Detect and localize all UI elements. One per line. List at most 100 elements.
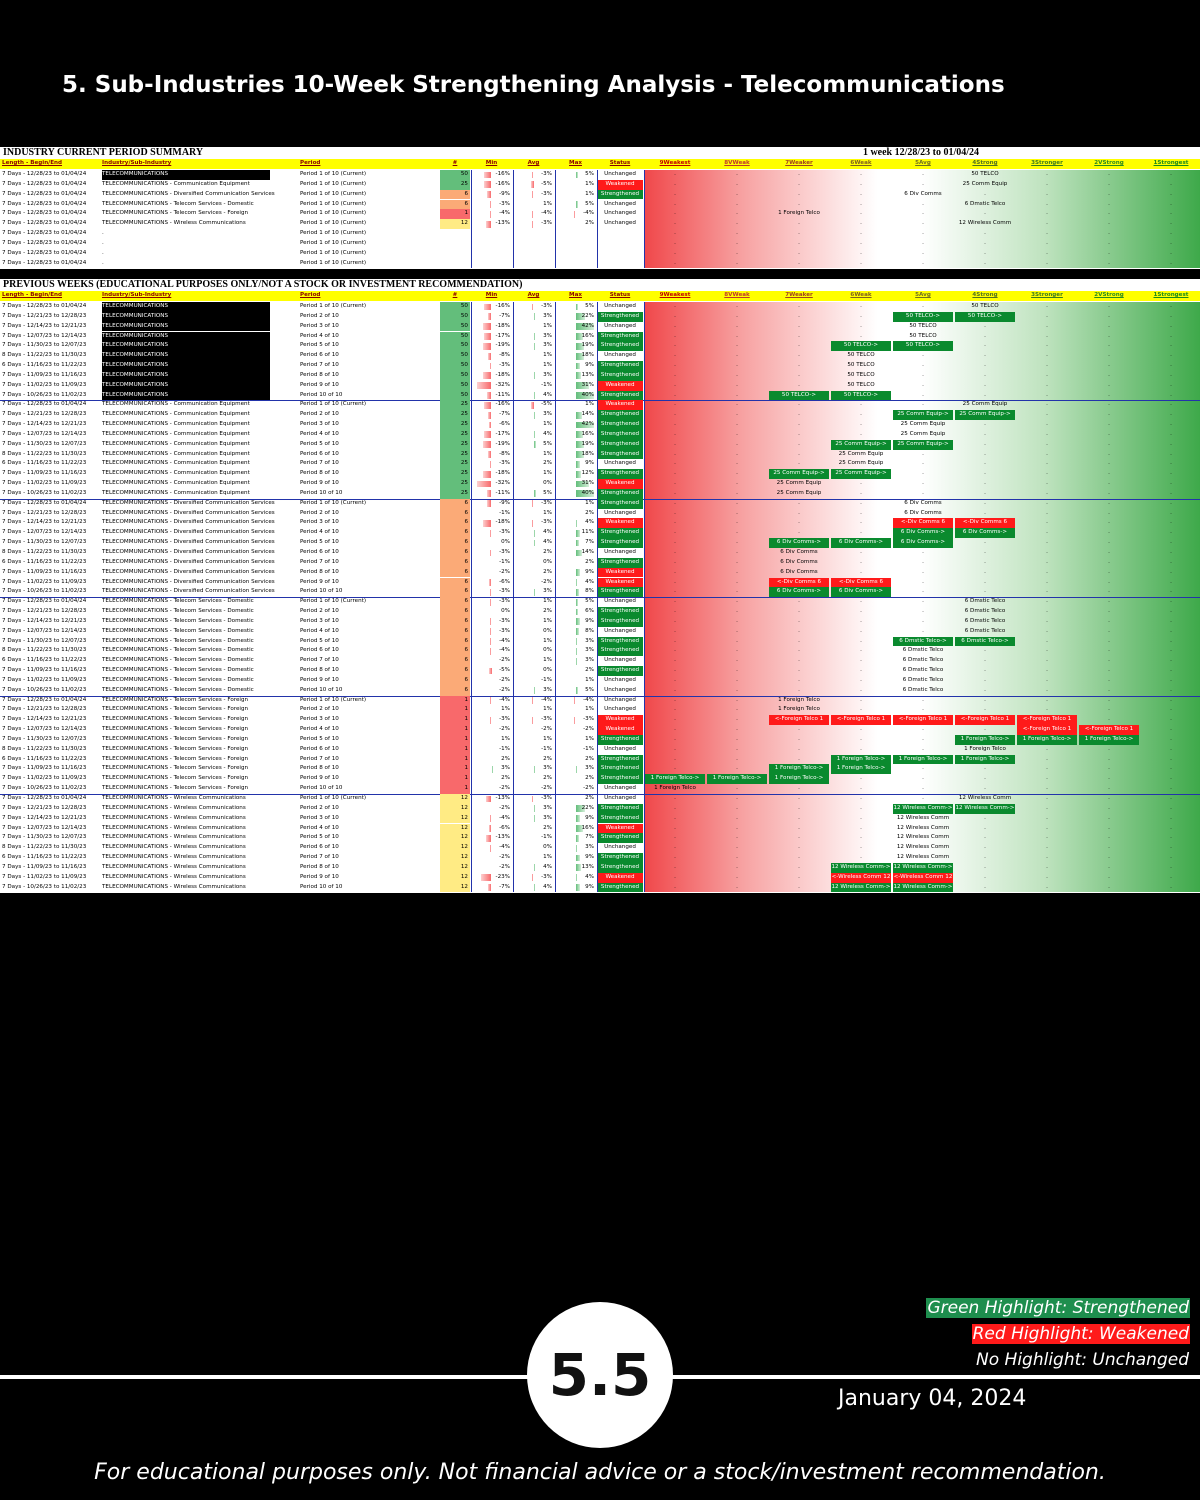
rank-cell: . (798, 854, 800, 861)
table-cell: Period 3 of 10 (300, 421, 339, 428)
table-cell: TELECOMMUNICATIONS - Telecom Services - … (102, 775, 249, 782)
rank-cell: . (674, 795, 676, 801)
column-header: Length - Begin/End (2, 160, 63, 166)
rank-cell: . (860, 814, 862, 821)
table-cell: Strengthened (597, 754, 643, 765)
rank-cell: . (674, 647, 676, 654)
column-header: 1Strongest (1153, 292, 1189, 298)
table-cell: Strengthened (597, 833, 643, 844)
column-header: # (452, 292, 458, 298)
rank-cell: . (1046, 210, 1048, 217)
table-cell: Period 8 of 10 (300, 765, 339, 772)
rank-cell: . (1046, 519, 1048, 526)
table-cell: 6 Days - 11/16/23 to 11/22/23 (2, 657, 87, 664)
rank-cell: . (1170, 834, 1172, 841)
value-bar (575, 313, 586, 321)
value-bar (490, 598, 492, 606)
value-bar (490, 657, 492, 665)
rank-cell: . (1108, 171, 1110, 177)
table-cell: TELECOMMUNICATIONS - Communication Equip… (102, 489, 250, 496)
table-cell: Strengthened (597, 882, 643, 893)
table-cell: Period 6 of 10 (300, 450, 339, 457)
rank-cell: 50 TELCO (971, 303, 999, 309)
rank-cell: . (1108, 249, 1110, 256)
rank-cell: 6 Div Comms (904, 509, 942, 516)
table-cell: 8 Days - 11/22/23 to 11/30/23 (2, 647, 87, 654)
table-cell: TELECOMMUNICATIONS (102, 370, 270, 381)
rank-cell: . (1170, 470, 1172, 477)
table-cell: Period 2 of 10 (300, 411, 339, 418)
table-cell: -4% (583, 210, 594, 217)
table-cell: 9% (585, 883, 594, 890)
rank-cell: 12 Wireless Comm-> (831, 882, 891, 893)
rank-cell: . (1108, 489, 1110, 496)
rank-cell: 6 Dmstic Telco (964, 617, 1006, 624)
rank-cell: . (984, 726, 986, 733)
table-cell: Period 1 of 10 (Current) (300, 200, 366, 207)
rank-cell: . (798, 322, 800, 329)
rank-cell: 25 Comm Equip (838, 450, 884, 457)
table-cell: 7 Days - 11/30/23 to 12/07/23 (2, 440, 87, 447)
rank-cell: 50 TELCO (847, 362, 875, 369)
rank-cell: . (674, 371, 676, 378)
rank-cell: . (1108, 578, 1110, 585)
rank-cell: . (1108, 220, 1110, 227)
rank-cell: . (736, 814, 738, 821)
rank-cell: . (798, 303, 800, 309)
table-cell: 6 Days - 11/16/23 to 11/22/23 (2, 755, 87, 762)
rank-cell: . (922, 745, 924, 752)
rank-cell: . (984, 765, 986, 772)
rank-cell: . (922, 381, 924, 388)
rank-cell: 12 Wireless Comm-> (893, 882, 953, 893)
value-bar (533, 825, 535, 832)
rank-cell: . (674, 735, 676, 742)
table-cell: -3% (541, 190, 552, 197)
rank-cell: . (798, 726, 800, 733)
table-cell: Unchanged (604, 460, 636, 467)
rank-cell: . (1170, 342, 1172, 349)
rank-cell: . (674, 696, 676, 703)
rank-cell: . (1046, 608, 1048, 615)
rank-cell: . (736, 480, 738, 487)
rank-cell: . (860, 745, 862, 752)
rank-cell: . (798, 844, 800, 851)
rank-cell: . (860, 332, 862, 339)
rank-cell: . (798, 401, 800, 408)
rank-cell: . (984, 647, 986, 654)
rank-cell: . (1170, 371, 1172, 378)
rank-cell: . (984, 568, 986, 575)
rank-cell: . (1046, 401, 1048, 408)
rank-cell: 50 TELCO-> (831, 341, 891, 352)
table-cell: TELECOMMUNICATIONS - Wireless Communicat… (102, 824, 246, 831)
column-header: 4Strong (972, 160, 998, 166)
rank-cell: 6 Div Comms (904, 499, 942, 506)
rank-cell: . (922, 617, 924, 624)
value-bar (490, 687, 492, 695)
table-cell: Period 8 of 10 (300, 470, 339, 477)
rank-cell: . (1108, 190, 1110, 197)
table-cell: 1% (543, 657, 552, 664)
table-cell: -1% (541, 745, 552, 752)
table-cell: TELECOMMUNICATIONS - Telecom Services - … (102, 735, 249, 742)
value-bar (488, 411, 492, 419)
rank-cell: <-Foreign Telco 1 (1079, 725, 1139, 735)
rank-cell: 25 Comm Equip-> (955, 410, 1015, 421)
rank-cell: 50 TELCO-> (769, 390, 829, 401)
table-cell: 1% (585, 676, 594, 683)
rank-cell: . (674, 401, 676, 408)
table-cell: -2% (499, 657, 510, 664)
value-bar (532, 191, 534, 198)
table-cell: 0% (501, 539, 510, 546)
value-bar (575, 342, 585, 350)
rank-cell: . (798, 598, 800, 605)
rank-cell: . (736, 716, 738, 723)
rank-cell: . (922, 696, 924, 703)
table-cell: -2% (541, 726, 552, 733)
table-cell: Period 10 of 10 (300, 785, 343, 792)
table-cell: 8% (585, 588, 594, 595)
rank-cell: . (798, 735, 800, 742)
rank-cell: . (674, 489, 676, 496)
value-bar (533, 588, 535, 596)
table-cell: 7 Days - 11/09/23 to 11/16/23 (2, 765, 87, 772)
table-cell: 7 Days - 12/28/23 to 01/04/24 (2, 180, 87, 187)
